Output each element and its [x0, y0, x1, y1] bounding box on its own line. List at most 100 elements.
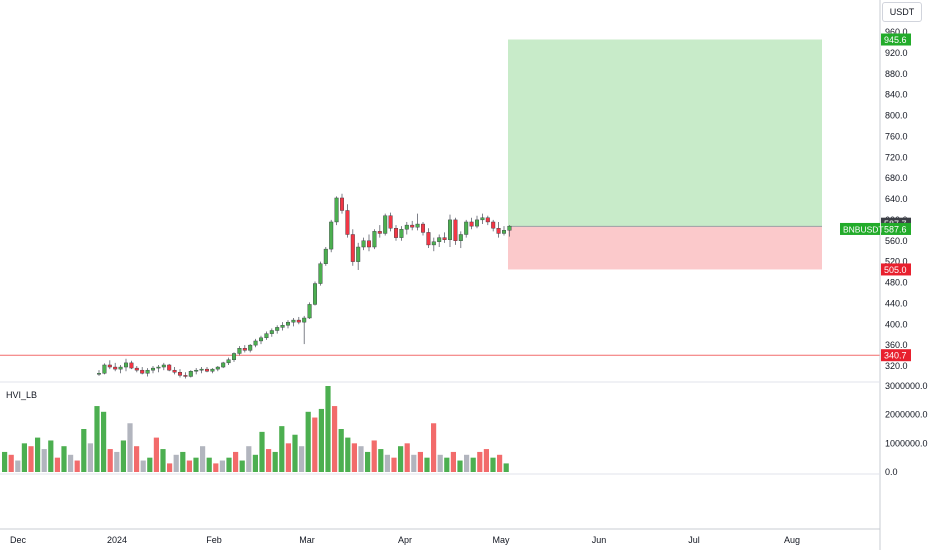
- axes: [0, 0, 881, 550]
- volume-bar: [338, 429, 344, 472]
- candle-body: [464, 221, 469, 235]
- volume-bar: [219, 460, 225, 472]
- price-tick-label: 720.0: [885, 152, 908, 162]
- candle: [129, 360, 134, 370]
- time-tick-label: Mar: [299, 535, 315, 545]
- volume-bar: [87, 443, 93, 472]
- candle: [491, 219, 496, 232]
- time-tick-label: May: [492, 535, 510, 545]
- candle: [356, 242, 361, 270]
- volume-bar: [279, 426, 285, 472]
- candle: [388, 212, 393, 232]
- candle-body: [275, 327, 280, 331]
- candle: [421, 221, 426, 236]
- volume-bar: [483, 449, 489, 472]
- volume-bar: [35, 437, 41, 472]
- candle: [167, 363, 172, 372]
- candle-body: [280, 325, 285, 328]
- target-price-tag-text: 945.6: [884, 35, 907, 45]
- time-tick-label: Jul: [688, 535, 700, 545]
- price-tick-label: 400.0: [885, 319, 908, 329]
- target-price-tag-bg: [881, 33, 911, 46]
- volume-bar: [160, 449, 166, 472]
- symbol-price-tag-bg: [881, 222, 911, 235]
- volume-tick-label: 2000000.0: [885, 410, 928, 420]
- price-tick-label: 680.0: [885, 173, 908, 183]
- volume-bar: [371, 440, 377, 472]
- candle-body: [410, 224, 415, 228]
- candle: [156, 364, 161, 373]
- candle-body: [394, 228, 399, 238]
- volume-bar: [186, 460, 192, 472]
- candle: [507, 225, 512, 237]
- volume-bar: [21, 443, 27, 472]
- candle: [269, 328, 274, 337]
- volume-bar: [2, 451, 8, 472]
- price-tick-label: 360.0: [885, 340, 908, 350]
- volume-bar: [450, 451, 456, 472]
- candle: [437, 234, 442, 248]
- candle: [431, 237, 436, 252]
- candle: [204, 367, 209, 373]
- volume-bar: [424, 457, 430, 472]
- candle: [313, 281, 318, 306]
- volume-bar: [127, 423, 133, 472]
- candle-body: [161, 364, 166, 368]
- volume-bar: [305, 411, 311, 472]
- volume-bar: [457, 460, 463, 472]
- candle-body: [204, 368, 209, 372]
- candle: [145, 368, 150, 377]
- volume-bar: [417, 451, 423, 472]
- price-tick-label: 480.0: [885, 278, 908, 288]
- volume-bar: [107, 449, 113, 472]
- symbol-price-tag: 587.6: [881, 222, 911, 235]
- candle: [161, 362, 166, 371]
- volume-series: [2, 386, 509, 472]
- price-tick-label: 800.0: [885, 111, 908, 121]
- volume-bar: [470, 457, 476, 472]
- candle: [345, 204, 350, 238]
- candle: [107, 360, 112, 370]
- volume-tick-label: 1000000.0: [885, 438, 928, 448]
- support-price-tag-text: 340.7: [884, 351, 907, 361]
- candle: [280, 322, 285, 331]
- price-tick-label: 960.0: [885, 27, 908, 37]
- candle: [410, 220, 415, 231]
- candle-body: [377, 231, 382, 234]
- candle: [334, 196, 339, 226]
- candle-body: [107, 364, 112, 368]
- candle-body: [96, 373, 101, 375]
- candle-body: [167, 364, 172, 371]
- candle-body: [383, 215, 388, 234]
- price-tick-label: 320.0: [885, 361, 908, 371]
- target-price-tag: 945.6: [881, 33, 911, 46]
- price-tick-label: 840.0: [885, 90, 908, 100]
- candle: [442, 232, 447, 243]
- symbol-tag: BNBUSDT: [840, 222, 884, 235]
- volume-tick-label: 0.0: [885, 467, 898, 477]
- volume-bar: [120, 440, 126, 472]
- candle-body: [388, 215, 393, 229]
- candle-body: [496, 228, 501, 234]
- volume-bar: [74, 460, 80, 472]
- candle-body: [150, 367, 155, 371]
- candle: [291, 317, 296, 327]
- candle: [194, 368, 199, 375]
- candle-body: [302, 317, 307, 323]
- candle: [302, 315, 307, 345]
- volume-bar: [464, 454, 470, 472]
- candle-body: [221, 362, 226, 368]
- price-tick-label: 880.0: [885, 69, 908, 79]
- candle-body: [318, 263, 323, 284]
- currency-selector[interactable]: USDT: [882, 2, 922, 22]
- volume-bar: [226, 457, 232, 472]
- candle-body: [437, 237, 442, 242]
- support-price-tag-bg: [881, 349, 911, 362]
- volume-bar: [431, 423, 437, 472]
- volume-bar: [200, 446, 206, 472]
- candle-body: [199, 368, 204, 371]
- candle-body: [102, 364, 107, 374]
- volume-bar: [61, 446, 67, 472]
